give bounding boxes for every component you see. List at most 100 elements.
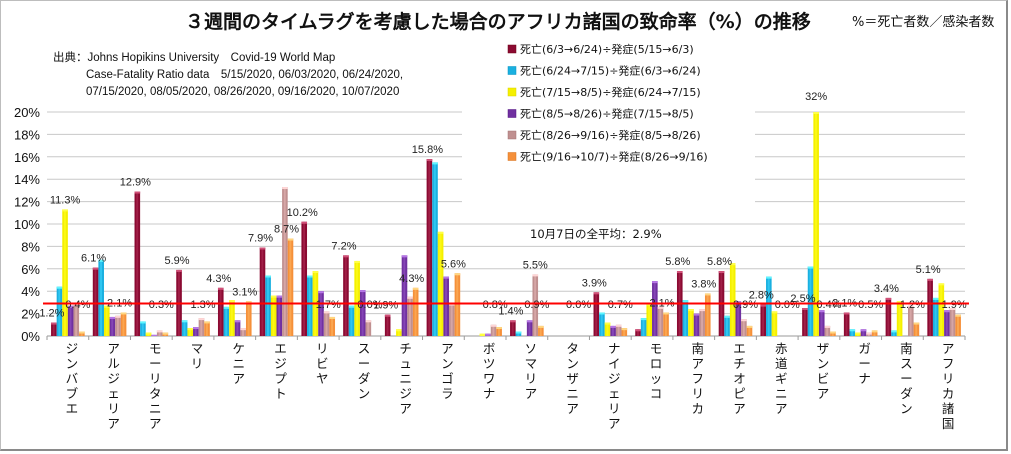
x-label-char: モ [650,341,663,356]
bar-highlight [75,303,78,336]
x-label-char: ア [149,416,162,431]
x-label-char: ニ [775,386,788,401]
bar-cap [312,271,319,274]
y-tick-label: 14% [14,172,40,187]
x-label-char: プ [274,371,287,386]
x-axis-labels: ジンバブエアルジェリアモーリタニアマリケニアエジプトリビヤスーダンチュニジアアン… [66,341,955,431]
bar-cap [318,291,324,294]
bar-cap [693,313,700,316]
x-tick-label: マリ [191,341,204,371]
bar-highlight [898,301,901,336]
bar-highlight [361,290,364,336]
bar-cap [354,260,360,263]
bar-highlight [915,322,918,336]
chart-subtitle: %＝死亡者数／感染者数 [852,14,994,30]
data-labels: 1.2%11.3%0.4%6.1%2.1%12.9%0.3%5.9%1.3%4.… [39,91,967,320]
source-line-2: Case-Fatality Ratio data 5/15/2020, 06/0… [86,69,403,81]
bar-cap [860,329,867,332]
bar-highlight [261,247,264,336]
bar-cap [62,209,68,212]
bar-cap [652,281,658,284]
bar-cap [329,316,336,319]
bar-cap [401,255,408,258]
data-label: 5.8% [665,256,690,268]
bar-cap [98,259,104,262]
bar-highlight [303,221,306,336]
bar-highlight [289,238,292,336]
x-tick-label: ケニア [233,341,246,386]
y-tick-label: 18% [14,127,40,142]
bar-highlight [892,330,895,336]
data-label: 0.5% [858,299,883,311]
bar-cap [223,306,230,309]
bar-cap [348,305,355,308]
bar-highlight [909,305,912,336]
bar-highlight [701,309,704,336]
bar-cap [140,321,146,324]
bar-highlight [725,315,728,336]
data-label: 5.9% [165,255,190,267]
bar-highlight [517,331,520,336]
bar-highlight [58,286,61,336]
bar-highlight [664,312,667,336]
data-label: 1.9% [373,300,398,312]
data-label: 1.4% [498,305,523,317]
bar-cap [949,308,956,310]
bar-cap [485,333,491,336]
bar-cap [824,325,831,328]
x-label-char: ニ [399,371,412,386]
y-tick-label: 12% [14,195,40,210]
bar-highlight [636,329,639,336]
data-label: 0.0% [775,299,800,311]
y-tick-label: 0% [21,329,40,344]
bar-highlight [845,312,848,336]
x-label-char: ピ [733,386,746,401]
x-label-char: ン [566,356,579,371]
bar-cap [162,332,169,335]
bar-cap [259,247,266,250]
bar-highlight [623,328,626,336]
legend-label: 死亡(6/24→7/15)÷発症(6/3→6/24) [520,64,701,78]
bar-highlight [189,328,192,336]
bar-highlight [689,309,692,336]
x-label-char: フ [942,356,955,371]
bar-cap [510,320,516,323]
bar-highlight [158,330,161,336]
x-label-char: ー [358,356,371,371]
bar-cap [908,305,914,308]
x-tick-label: アフリカ諸国 [942,341,955,431]
bar-cap [735,301,742,304]
x-label-char: ス [900,356,913,371]
x-label-char: タ [149,386,162,401]
x-label-char: ザ [566,371,579,386]
x-label-char: ー [149,356,162,371]
bar-cap [593,292,600,295]
bar-cap [359,290,366,293]
bar-cap [896,301,903,304]
bar-cap [145,332,152,335]
bar-highlight [319,291,322,336]
x-label-char: マ [525,356,538,371]
x-label-char: 南 [900,341,913,356]
legend-swatch [507,130,517,140]
bar-highlight [350,305,353,336]
x-label-char: ア [942,341,955,356]
bar-cap [134,191,141,194]
x-tick-label: ガーナ [858,341,871,386]
x-label-char: ア [107,341,120,356]
data-label: 4.3% [206,273,231,285]
bar-cap [741,319,747,322]
bar-cap [657,306,664,309]
x-label-char: ア [441,341,454,356]
x-label-char: ニ [233,356,246,371]
x-label-char: ビ [817,371,830,386]
bar-cap [301,221,308,224]
legend-label: 死亡(8/5→8/26)÷発症(7/15→8/5) [520,107,694,121]
bar-cap [343,255,349,258]
bar-cap [615,324,622,327]
x-label-char: ソ [525,341,538,356]
